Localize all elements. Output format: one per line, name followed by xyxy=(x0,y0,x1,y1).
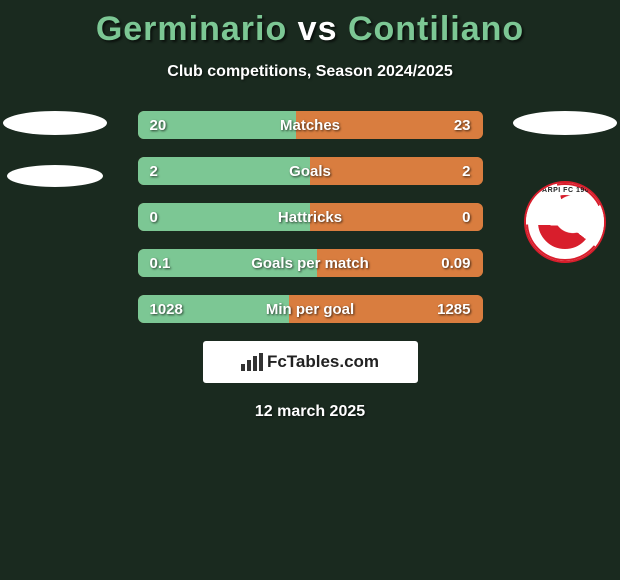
stat-row: 0 Hattricks 0 xyxy=(138,203,483,231)
comparison-content: CARPI FC 1909 20Matches232Goals20Hattric… xyxy=(0,111,620,421)
fctables-text: FcTables.com xyxy=(267,352,379,372)
stat-label: Hattricks xyxy=(278,209,342,226)
stat-left-value: 20 xyxy=(150,117,167,134)
stat-right-value: 0 xyxy=(462,209,470,226)
ellipse-icon xyxy=(3,111,107,135)
player1-name: Germinario xyxy=(96,10,287,48)
bar-chart-icon xyxy=(241,353,263,371)
club-logo-icon: CARPI FC 1909 xyxy=(524,181,606,263)
stat-row: 2 Goals 2 xyxy=(138,157,483,185)
stat-right-value: 2 xyxy=(462,163,470,180)
stat-right-value: 23 xyxy=(454,117,471,134)
stat-left-value: 0 xyxy=(150,209,158,226)
left-badge-2 xyxy=(0,165,110,187)
left-badge-1 xyxy=(0,111,110,135)
vs-text: vs xyxy=(298,10,338,48)
stat-label: Goals per match xyxy=(251,255,369,272)
stat-left-value: 2 xyxy=(150,163,158,180)
stat-row: 20 Matches 23 xyxy=(138,111,483,139)
stat-row: 1028 Min per goal 1285 xyxy=(138,295,483,323)
subtitle: Club competitions, Season 2024/2025 xyxy=(0,63,620,81)
stat-label: Matches xyxy=(280,117,340,134)
player2-name: Contiliano xyxy=(348,10,524,48)
right-badge-1 xyxy=(510,111,620,135)
stat-label: Min per goal xyxy=(266,301,354,318)
stat-row: 0.1 Goals per match 0.09 xyxy=(138,249,483,277)
stat-right-value: 1285 xyxy=(437,301,470,318)
fctables-logo: FcTables.com xyxy=(203,341,418,383)
stat-right-value: 0.09 xyxy=(441,255,470,272)
ellipse-icon xyxy=(513,111,617,135)
club-logo-text: CARPI FC 1909 xyxy=(526,187,604,194)
date-text: 12 march 2025 xyxy=(0,403,620,421)
stat-bars: 20Matches232Goals20Hattricks00.1Goals pe… xyxy=(138,111,483,323)
stat-label: Goals xyxy=(289,163,331,180)
stat-left-value: 1028 xyxy=(150,301,183,318)
stat-left-value: 0.1 xyxy=(150,255,171,272)
right-badge-club: CARPI FC 1909 xyxy=(510,181,620,263)
ellipse-icon xyxy=(7,165,103,187)
page-title: Germinario vs Contiliano xyxy=(0,0,620,49)
